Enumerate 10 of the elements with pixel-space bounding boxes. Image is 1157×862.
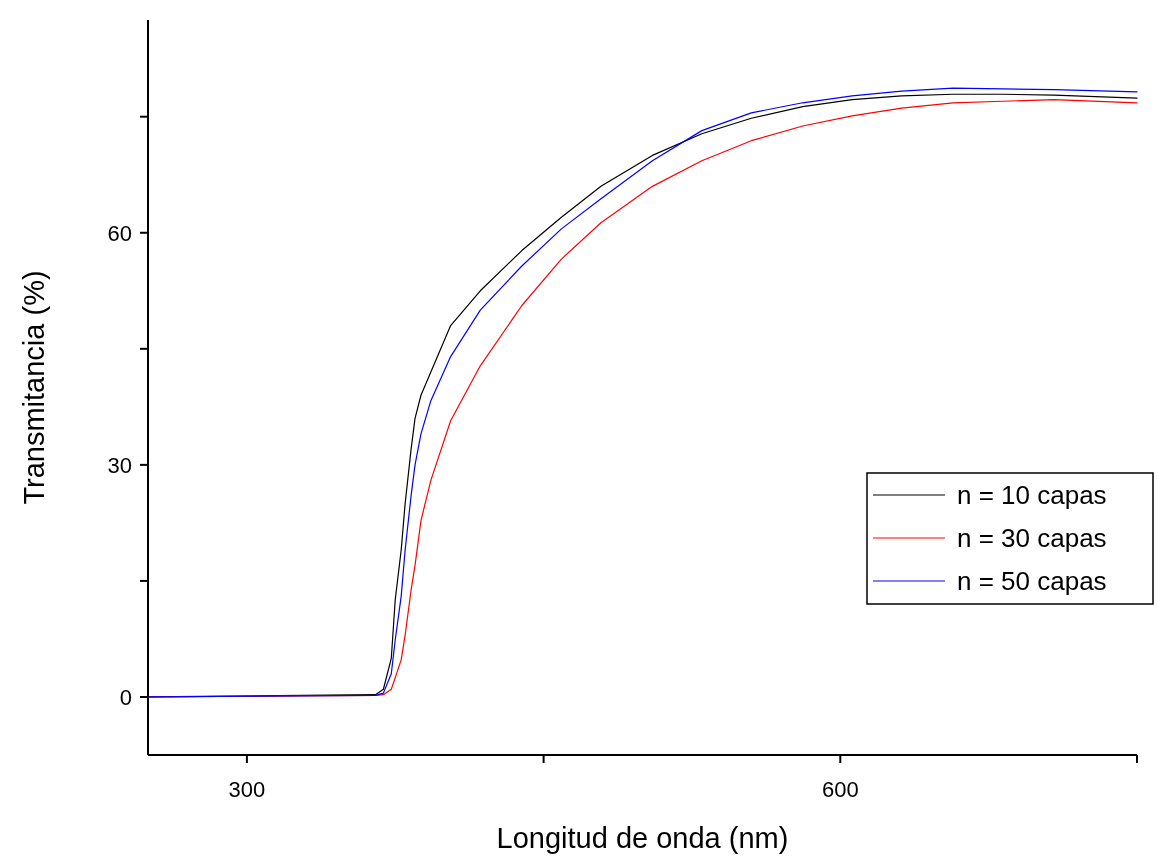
x-tick-label: 300	[228, 777, 266, 802]
y-tick-label: 60	[107, 220, 132, 246]
legend-label: n = 50 capas	[957, 566, 1107, 596]
legend-label: n = 30 capas	[957, 523, 1107, 553]
x-axis-title: Longitud de onda (nm)	[496, 822, 789, 854]
y-tick-label: 30	[107, 452, 132, 478]
y-tick-label: 0	[119, 684, 132, 710]
legend-label: n = 10 capas	[957, 480, 1107, 510]
x-tick-label: 600	[821, 777, 859, 802]
y-axis-title: Transmitancia (%)	[18, 270, 50, 505]
